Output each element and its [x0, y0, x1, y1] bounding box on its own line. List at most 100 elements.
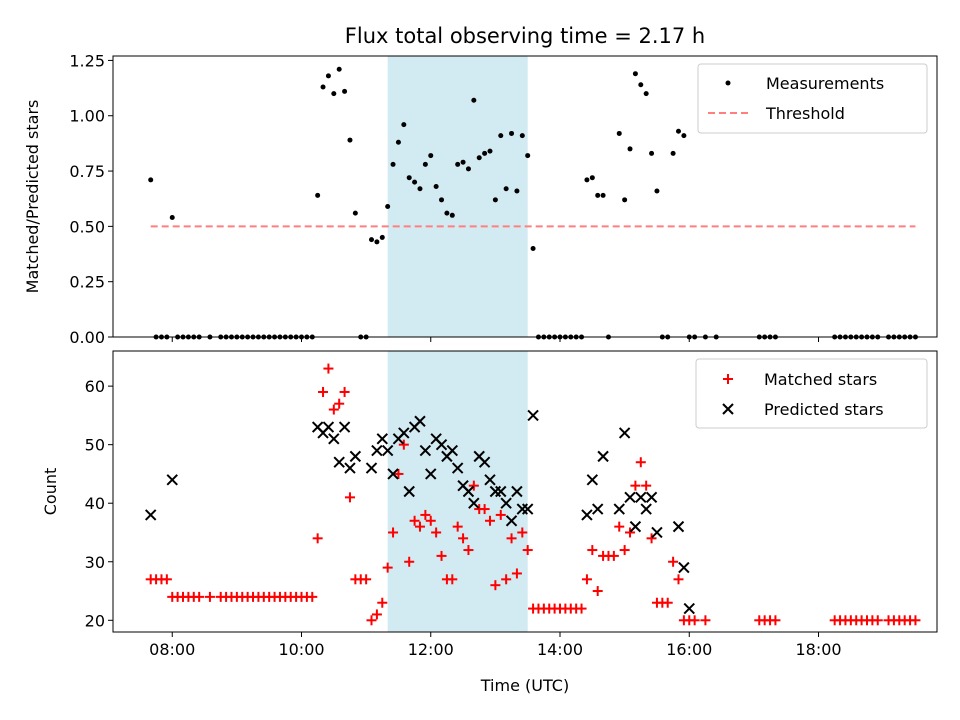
predicted-star-point [414, 415, 426, 427]
top-y-tick-label: 0.00 [69, 328, 105, 347]
predicted-star-point [144, 509, 157, 521]
predicted-star-point [527, 409, 539, 422]
predicted-star-point [624, 491, 636, 504]
measurement-point [595, 192, 601, 198]
predicted-star-point [387, 468, 399, 480]
measurement-point [428, 153, 434, 159]
predicted-star-point [505, 515, 518, 527]
measurement-point [412, 179, 418, 185]
matched-star-point [361, 574, 372, 585]
top-legend-box [697, 63, 928, 134]
bottom-axes-frame [112, 350, 938, 633]
top-y-tick-label: 1.00 [69, 107, 105, 126]
bottom-x-ticks: 08:00 10:00 12:00 14:00 16:00 18:00 [149, 632, 842, 659]
top-y-ticks: 0.00 0.25 0.50 0.75 1.00 1.25 [69, 51, 113, 347]
matched-star-point [371, 609, 382, 620]
measurement-point [675, 128, 681, 134]
predicted-star-point [683, 602, 695, 615]
matched-star-point [592, 586, 603, 597]
matched-star-point [635, 457, 646, 468]
predicted-star-point [446, 444, 459, 457]
legend-measurements-marker [725, 80, 731, 86]
legend-plus-glyph [723, 374, 733, 384]
matched-star-point [581, 574, 592, 585]
predicted-star-point [613, 503, 625, 515]
matched-star-point [576, 603, 587, 614]
predicted-star-point [468, 497, 480, 509]
bottom-y-tick-label: 30 [85, 553, 105, 572]
measurement-point [169, 215, 175, 221]
measurement-point [622, 197, 628, 203]
legend-cross-glyph [722, 403, 734, 415]
matched-star-point [495, 509, 506, 520]
measurement-point [336, 66, 342, 72]
measurement-point [519, 133, 525, 139]
measurement-point [638, 82, 644, 88]
x-tick-label: 10:00 [278, 640, 324, 659]
matched-star-point [404, 556, 415, 567]
matched-star-point [425, 515, 436, 526]
legend-predicted-marker [722, 403, 734, 415]
matched-star-point [511, 568, 522, 579]
legend-matched-label: Matched stars [764, 370, 877, 389]
matched-star-point [910, 615, 921, 626]
x-tick-label: 16:00 [666, 640, 712, 659]
matched-star-point [366, 615, 377, 626]
matched-star-point [700, 615, 711, 626]
predicted-star-point [328, 433, 340, 445]
predicted-star-point [640, 503, 652, 515]
measurement-point [632, 71, 638, 77]
predicted-star-point [586, 474, 599, 486]
bottom-y-ticks: 20 30 40 50 60 [85, 377, 113, 630]
measurement-point [320, 84, 326, 90]
matched-star-point [431, 527, 442, 538]
matched-star-point [490, 580, 501, 591]
predicted-star-point [495, 485, 507, 498]
predicted-star-point [322, 421, 335, 433]
matched-star-point [414, 521, 425, 532]
matched-star-point [458, 533, 469, 544]
top-legend: Measurements Threshold [697, 63, 928, 134]
measurement-point [352, 210, 358, 216]
measurement-point [369, 237, 375, 243]
measurement-point [460, 159, 466, 165]
x-tick-label: 12:00 [408, 640, 454, 659]
legend-threshold-label: Threshold [765, 104, 845, 123]
measurement-point [487, 148, 493, 154]
predicted-star-point [678, 561, 690, 574]
matched-star-point [377, 597, 388, 608]
measurement-point [347, 137, 353, 143]
measurement-point [331, 91, 337, 97]
bottom-ylabel: Count [41, 468, 60, 516]
measurement-point [374, 239, 380, 245]
top-y-tick-label: 1.25 [69, 51, 105, 70]
predicted-star-point [651, 526, 663, 539]
matched-star-point [630, 480, 641, 491]
measurement-point [627, 146, 633, 152]
legend-matched-marker [723, 374, 733, 384]
measurement-point [600, 192, 606, 198]
predicted-star-point [425, 468, 437, 480]
predicted-star-point [381, 444, 394, 457]
top-y-tick-label: 0.75 [69, 162, 105, 181]
top-shaded-span [387, 56, 528, 337]
matched-star-point [689, 615, 700, 626]
measurement-point [449, 212, 455, 218]
matched-star-point [872, 615, 883, 626]
x-tick-label: 14:00 [537, 640, 583, 659]
matched-star-point [484, 515, 495, 526]
matched-star-point [668, 556, 679, 567]
bottom-xlabel: Time (UTC) [480, 676, 569, 695]
predicted-star-point [618, 427, 631, 439]
measurement-point [482, 150, 488, 156]
measurement-point [509, 130, 515, 136]
predicted-star-point [581, 509, 593, 521]
measurement-point [325, 73, 331, 79]
matched-star-point [662, 597, 673, 608]
matched-star-point [468, 480, 479, 491]
measurement-point [492, 197, 498, 203]
predicted-star-point [629, 520, 642, 533]
bottom-y-tick-label: 40 [85, 494, 105, 513]
matched-star-point [393, 468, 404, 479]
